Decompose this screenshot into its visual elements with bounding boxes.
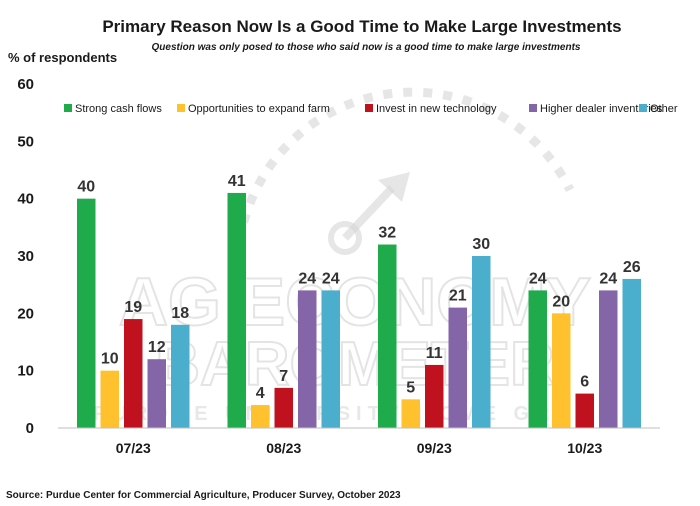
- watermark-needle-arrow: [378, 172, 410, 202]
- y-tick-label: 50: [17, 133, 34, 150]
- bar: [251, 405, 270, 428]
- data-label: 19: [124, 299, 142, 316]
- bar: [472, 256, 491, 428]
- y-tick-label: 30: [17, 248, 34, 265]
- watermark-text-line2: BAROMETER: [155, 330, 555, 399]
- data-label: 7: [279, 368, 288, 385]
- bar: [552, 313, 571, 428]
- data-label: 18: [171, 305, 189, 322]
- data-label: 20: [552, 293, 570, 310]
- data-label: 6: [580, 374, 589, 391]
- legend-label: Higher dealer inventories: [540, 103, 663, 115]
- y-tick-label: 40: [17, 191, 34, 208]
- y-tick-label: 60: [17, 76, 34, 93]
- legend-label: Opportunities to expand farm: [188, 103, 330, 115]
- legend-label: Invest in new technology: [376, 103, 497, 115]
- data-label: 24: [298, 270, 316, 287]
- bar: [274, 387, 293, 428]
- y-axis-label: % of respondents: [8, 50, 117, 65]
- legend-label: Strong cash flows: [75, 103, 162, 115]
- chart-subtitle: Question was only posed to those who sai…: [152, 42, 581, 53]
- chart-title: Primary Reason Now Is a Good Time to Mak…: [102, 17, 621, 36]
- bar: [401, 399, 420, 428]
- x-category-label: 07/23: [116, 440, 151, 456]
- bar: [124, 319, 143, 428]
- bar: [147, 359, 166, 428]
- data-label: 21: [449, 288, 467, 305]
- legend-swatch: [177, 104, 185, 112]
- bar: [378, 244, 397, 428]
- data-labels: 40 10 19 12 18 41 47 24 24 32 5 11 21 30 24 20 6 24 26: [77, 173, 640, 402]
- x-category-label: 09/23: [417, 440, 452, 456]
- data-label: 4: [256, 385, 265, 402]
- data-label: 41: [228, 173, 246, 190]
- x-axis-categories: 07/23 08/23 09/23 10/23: [116, 440, 603, 456]
- data-label: 40: [77, 179, 95, 196]
- bar: [575, 393, 594, 428]
- data-label: 12: [148, 339, 166, 356]
- data-label: 11: [426, 345, 443, 362]
- legend-label: Other: [650, 103, 678, 115]
- legend-swatch: [64, 104, 72, 112]
- legend-swatch: [529, 104, 537, 112]
- data-label: 32: [378, 225, 396, 242]
- data-label: 24: [599, 270, 617, 287]
- bar: [227, 192, 246, 428]
- data-label: 5: [406, 379, 415, 396]
- bars: [77, 192, 641, 428]
- bar: [448, 307, 467, 428]
- bar: [321, 290, 340, 428]
- bar: [622, 278, 641, 428]
- watermark-gauge-hub: [328, 221, 362, 255]
- bar: [425, 364, 444, 428]
- watermark-text-line1: AG ECONOMY: [119, 264, 591, 340]
- data-label: 30: [472, 236, 490, 253]
- bar: [171, 324, 190, 428]
- data-label: 24: [322, 270, 340, 287]
- bar: [100, 370, 119, 428]
- bar: [528, 290, 547, 428]
- y-axis-ticks: 0 10 20 30 40 50 60: [17, 76, 34, 437]
- legend-swatch: [639, 104, 647, 112]
- bar: [298, 290, 317, 428]
- data-label: 24: [529, 270, 547, 287]
- x-category-label: 10/23: [567, 440, 602, 456]
- data-label: 26: [623, 259, 641, 276]
- bar: [599, 290, 618, 428]
- source-note: Source: Purdue Center for Commercial Agr…: [6, 490, 401, 501]
- y-tick-label: 10: [17, 363, 34, 380]
- y-tick-label: 0: [26, 420, 34, 437]
- bar: [77, 198, 96, 428]
- y-tick-label: 20: [17, 305, 34, 322]
- x-category-label: 08/23: [266, 440, 301, 456]
- legend-swatch: [365, 104, 373, 112]
- legend: Strong cash flows Opportunities to expand…: [64, 103, 678, 115]
- data-label: 10: [101, 351, 119, 368]
